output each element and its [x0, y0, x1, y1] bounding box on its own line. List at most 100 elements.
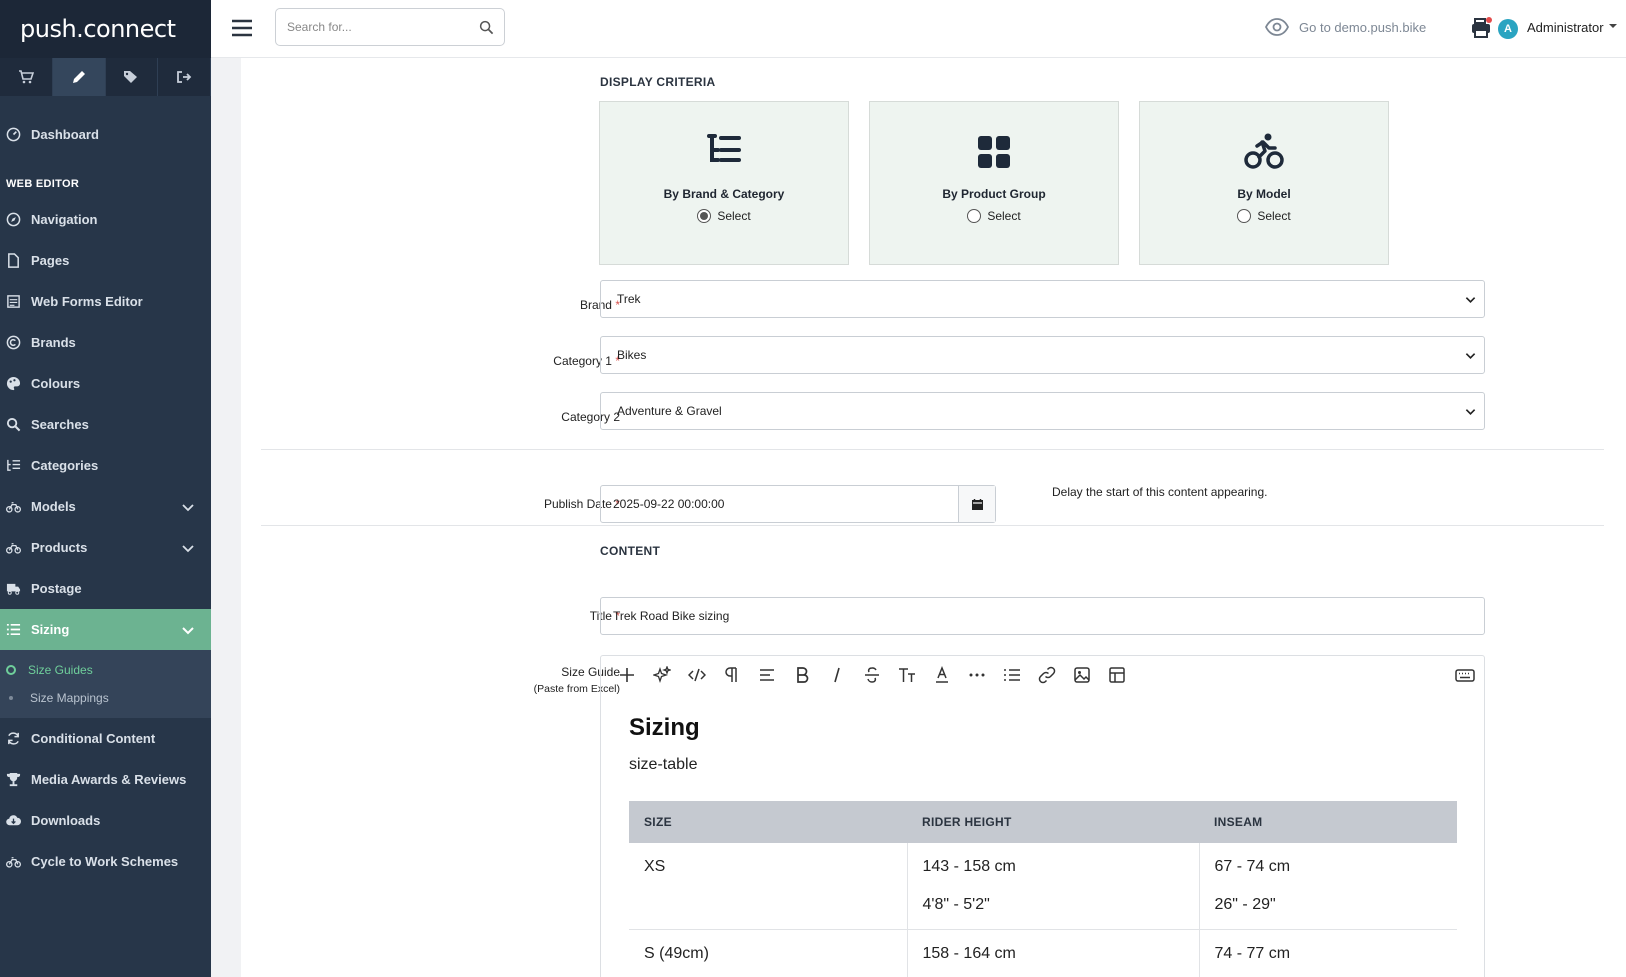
radio-button[interactable] [1237, 209, 1252, 223]
bicycle-icon [6, 543, 21, 554]
publish-date-input[interactable]: 2025-09-22 00:00:00 [600, 485, 996, 523]
ai-button[interactable] [644, 661, 679, 689]
list-tree-icon [7, 459, 21, 471]
strikethrough-button[interactable] [854, 661, 889, 689]
category-1-label: Category 1 * [553, 354, 620, 368]
table-cell[interactable]: 67 - 74 cm 26" - 29" [1199, 843, 1457, 930]
category-2-label: Category 2 [561, 410, 620, 424]
size-table: SIZE RIDER HEIGHT INSEAM XS 143 - 158 cm… [629, 801, 1457, 977]
brand-select-value: Trek [617, 292, 641, 306]
paragraph-button[interactable] [714, 661, 749, 689]
sidebar-item-categories[interactable]: Categories [0, 445, 211, 486]
italic-button[interactable] [819, 661, 854, 689]
sidebar-item-brands[interactable]: Brands [0, 322, 211, 363]
criteria-radio[interactable]: Select [1140, 209, 1388, 223]
calendar-button[interactable] [958, 486, 995, 522]
publish-date-label: Publish Date * [543, 497, 620, 511]
sidebar-subitem-label: Size Mappings [30, 691, 109, 705]
rich-text-editor[interactable]: Sizing size-table SIZE RIDER HEIGHT INSE… [600, 655, 1485, 977]
bold-icon [796, 667, 808, 683]
cart-tab[interactable] [0, 58, 53, 96]
link-button[interactable] [1029, 661, 1064, 689]
sidebar-item-label: Colours [31, 376, 81, 391]
hamburger-menu-icon[interactable] [231, 18, 253, 38]
title-input-value: Trek Road Bike sizing [613, 609, 730, 623]
bold-button[interactable] [784, 661, 819, 689]
table-button[interactable] [1099, 661, 1134, 689]
sidebar-item-label: Navigation [31, 212, 98, 227]
logout-tab[interactable] [158, 58, 211, 96]
sidebar-item-cycle-to-work[interactable]: Cycle to Work Schemes [0, 841, 211, 882]
table-row: S (49cm) 158 - 164 cm 74 - 77 cm [629, 929, 1457, 977]
brand-select[interactable]: Trek [600, 280, 1485, 318]
sidebar-item-sizing[interactable]: Sizing [0, 609, 211, 650]
table-cell[interactable]: 74 - 77 cm [1199, 929, 1457, 977]
editor-toolbar [601, 656, 1484, 694]
chevron-down-icon [1465, 409, 1476, 415]
sidebar-subitem-label: Size Guides [28, 663, 93, 677]
table-cell[interactable]: S (49cm) [629, 929, 908, 977]
radio-label: Select [987, 209, 1021, 223]
keyboard-icon[interactable] [1454, 664, 1476, 686]
column-header-rider-height: RIDER HEIGHT [907, 801, 1199, 843]
criteria-card-model[interactable]: By Model Select [1139, 101, 1389, 265]
criteria-card-brand-category[interactable]: By Brand & Category Select [599, 101, 849, 265]
sidebar-item-label: Products [31, 540, 88, 555]
sidebar-item-web-forms-editor[interactable]: Web Forms Editor [0, 281, 211, 322]
sidebar-item-navigation[interactable]: Navigation [0, 199, 211, 240]
criteria-radio[interactable]: Select [600, 209, 848, 223]
image-button[interactable] [1064, 661, 1099, 689]
column-header-inseam: INSEAM [1199, 801, 1457, 843]
title-input[interactable]: Trek Road Bike sizing [600, 597, 1485, 635]
sidebar-section-title: WEB EDITOR [6, 178, 80, 190]
sidebar-item-models[interactable]: Models [0, 486, 211, 527]
search-icon[interactable] [479, 20, 494, 35]
pencil-tab[interactable] [52, 58, 106, 96]
table-cell[interactable]: 143 - 158 cm 4'8" - 5'2" [907, 843, 1200, 930]
sidebar-subitem-size-guides[interactable]: Size Guides [0, 656, 211, 684]
font-size-button[interactable] [889, 661, 924, 689]
sidebar-item-postage[interactable]: Postage [0, 568, 211, 609]
radio-button[interactable] [967, 209, 982, 223]
sidebar: push. connect Dashboard WEB EDITOR Naviga… [0, 0, 211, 977]
add-block-button[interactable] [609, 661, 644, 689]
font-color-button[interactable] [924, 661, 959, 689]
user-menu[interactable]: Administrator [1527, 20, 1604, 35]
printer-icon[interactable] [1469, 16, 1493, 40]
criteria-card-product-group[interactable]: By Product Group Select [869, 101, 1119, 265]
app-logo[interactable]: push. connect [0, 0, 211, 58]
code-view-button[interactable] [679, 661, 714, 689]
table-cell[interactable]: 158 - 164 cm [907, 929, 1200, 977]
align-button[interactable] [749, 661, 784, 689]
more-button[interactable] [959, 661, 994, 689]
caret-down-icon[interactable] [1607, 20, 1619, 32]
cart-icon [18, 70, 34, 84]
search-input[interactable]: Search for... [275, 8, 505, 46]
content-heading: CONTENT [600, 544, 661, 558]
list-button[interactable] [994, 661, 1029, 689]
sidebar-item-dashboard[interactable]: Dashboard [0, 114, 211, 155]
sidebar-item-label: Categories [31, 458, 99, 473]
sidebar-item-downloads[interactable]: Downloads [0, 800, 211, 841]
sidebar-item-products[interactable]: Products [0, 527, 211, 568]
radio-button-selected[interactable] [697, 209, 712, 223]
table-cell[interactable]: XS [629, 843, 908, 930]
avatar[interactable]: A [1498, 19, 1518, 39]
sidebar-subitem-size-mappings[interactable]: Size Mappings [0, 684, 211, 712]
sidebar-item-media-awards[interactable]: Media Awards & Reviews [0, 759, 211, 800]
go-to-site-link[interactable]: Go to demo.push.bike [1265, 17, 1426, 37]
sidebar-item-conditional-content[interactable]: Conditional Content [0, 718, 211, 759]
criteria-radio[interactable]: Select [870, 209, 1118, 223]
category-2-select[interactable]: Adventure & Gravel [600, 392, 1485, 430]
cloud-download-icon [6, 815, 21, 826]
eye-icon [1265, 18, 1289, 36]
tags-tab[interactable] [106, 58, 159, 96]
sidebar-item-pages[interactable]: Pages [0, 240, 211, 281]
sidebar-item-searches[interactable]: Searches [0, 404, 211, 445]
editor-content[interactable]: Sizing size-table [601, 694, 1484, 794]
category-1-select[interactable]: Bikes [600, 336, 1485, 374]
category-1-value: Bikes [617, 348, 647, 362]
chevron-down-icon [1465, 353, 1476, 359]
sidebar-item-colours[interactable]: Colours [0, 363, 211, 404]
calendar-icon [971, 498, 983, 510]
